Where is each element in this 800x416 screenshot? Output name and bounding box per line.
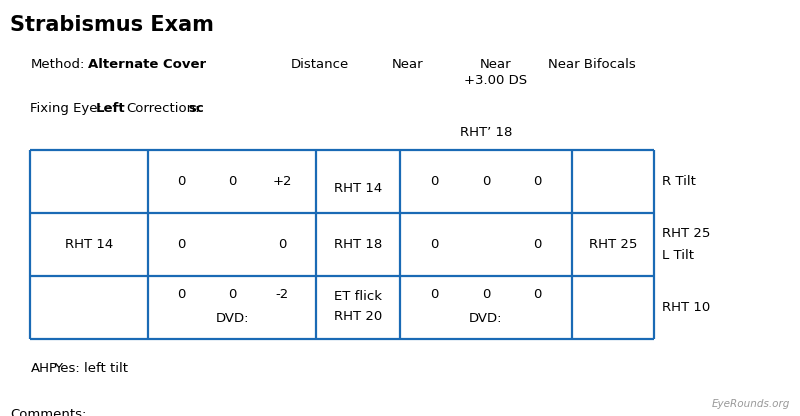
- Text: Strabismus Exam: Strabismus Exam: [10, 15, 214, 35]
- Text: EyeRounds.org: EyeRounds.org: [712, 399, 790, 409]
- Text: DVD:: DVD:: [215, 312, 249, 325]
- Text: RHT 25: RHT 25: [589, 238, 638, 251]
- Text: Yes: left tilt: Yes: left tilt: [54, 362, 128, 375]
- Text: RHT 14: RHT 14: [65, 238, 114, 251]
- Text: AHP:: AHP:: [30, 362, 62, 375]
- Text: 0: 0: [178, 238, 186, 251]
- Text: 0: 0: [278, 238, 286, 251]
- Text: RHT 14: RHT 14: [334, 182, 382, 196]
- Text: Method:: Method:: [30, 58, 85, 71]
- Text: Comments:: Comments:: [10, 408, 86, 416]
- Text: 0: 0: [534, 238, 542, 251]
- Text: 0: 0: [534, 175, 542, 188]
- Text: 0: 0: [228, 175, 236, 188]
- Text: DVD:: DVD:: [470, 312, 502, 325]
- Text: Near Bifocals: Near Bifocals: [548, 58, 636, 71]
- Text: 0: 0: [178, 288, 186, 301]
- Text: 0: 0: [430, 288, 438, 301]
- Text: L Tilt: L Tilt: [662, 249, 694, 262]
- Text: RHT 18: RHT 18: [334, 238, 382, 251]
- Text: RHT 25: RHT 25: [662, 227, 710, 240]
- Text: -2: -2: [276, 288, 289, 301]
- Text: 0: 0: [228, 288, 236, 301]
- Text: sc: sc: [189, 102, 205, 115]
- Text: RHT 10: RHT 10: [662, 301, 710, 314]
- Text: Near
+3.00 DS: Near +3.00 DS: [465, 58, 527, 87]
- Text: Alternate Cover: Alternate Cover: [88, 58, 206, 71]
- Text: Distance: Distance: [291, 58, 349, 71]
- Text: 0: 0: [430, 238, 438, 251]
- Text: RHT’ 18: RHT’ 18: [460, 126, 512, 139]
- Text: Correction:: Correction:: [126, 102, 200, 115]
- Text: Near: Near: [392, 58, 424, 71]
- Text: 0: 0: [534, 288, 542, 301]
- Text: 0: 0: [482, 175, 490, 188]
- Text: +2: +2: [273, 175, 292, 188]
- Text: 0: 0: [178, 175, 186, 188]
- Text: Left: Left: [96, 102, 126, 115]
- Text: 0: 0: [430, 175, 438, 188]
- Text: ET flick: ET flick: [334, 290, 382, 302]
- Text: R Tilt: R Tilt: [662, 175, 696, 188]
- Text: RHT 20: RHT 20: [334, 310, 382, 324]
- Text: 0: 0: [482, 288, 490, 301]
- Text: Fixing Eye:: Fixing Eye:: [30, 102, 102, 115]
